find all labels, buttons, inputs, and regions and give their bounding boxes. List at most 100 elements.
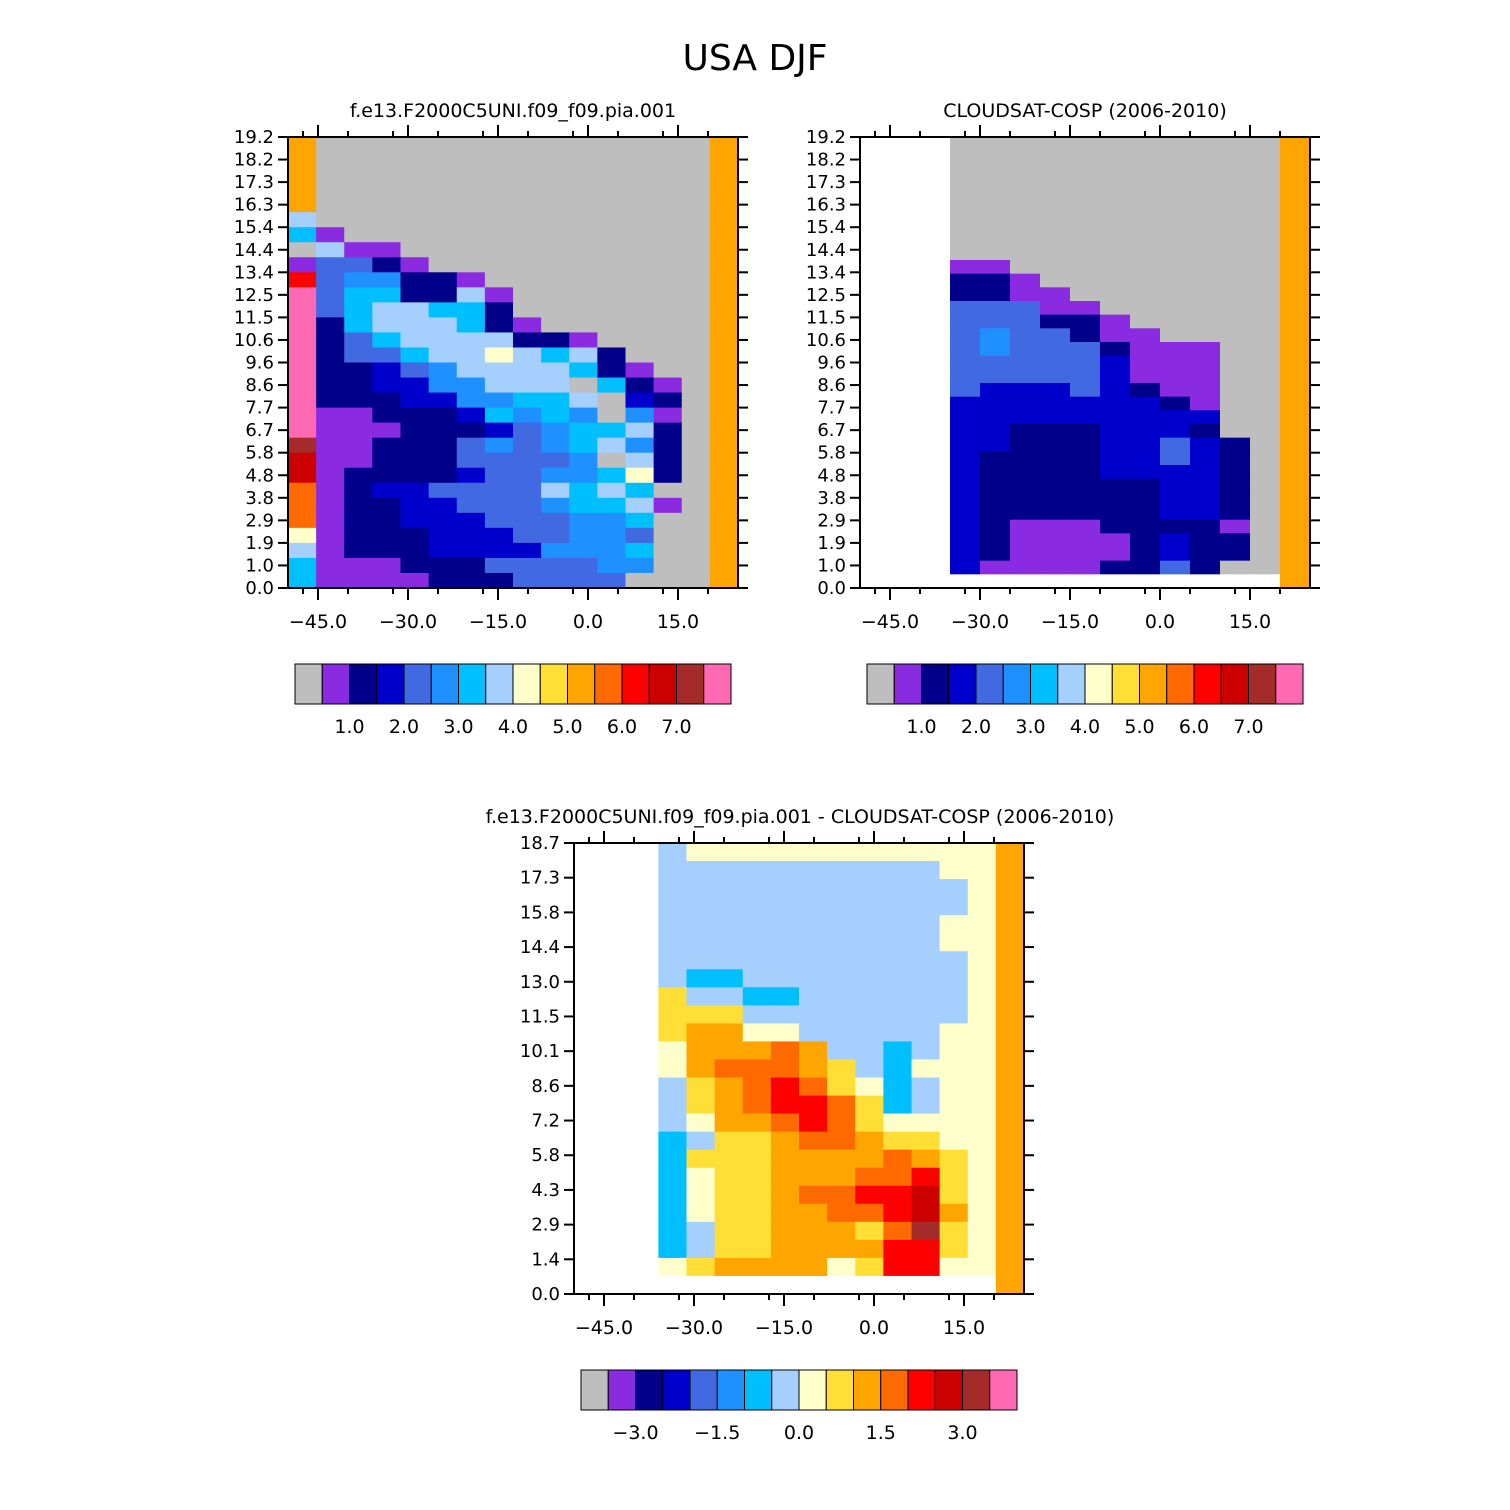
heatmap-cell bbox=[400, 137, 430, 153]
heatmap-cell bbox=[860, 506, 891, 521]
heatmap-cell bbox=[1040, 246, 1071, 261]
heatmap-cell bbox=[709, 452, 739, 469]
x-tick-label: −30.0 bbox=[951, 611, 1009, 633]
y-tick-label: 4.3 bbox=[531, 1180, 560, 1201]
heatmap-cell bbox=[1010, 492, 1041, 507]
heatmap-cell bbox=[1220, 287, 1251, 302]
heatmap-cell bbox=[658, 915, 688, 934]
heatmap-cell bbox=[920, 560, 951, 575]
heatmap-cell bbox=[428, 212, 458, 228]
heatmap-cell bbox=[709, 302, 739, 318]
heatmap-cell bbox=[709, 542, 739, 559]
heatmap-cell bbox=[541, 152, 570, 168]
colorbar-label: 5.0 bbox=[552, 716, 582, 738]
heatmap-cell bbox=[658, 1059, 688, 1079]
heatmap-cell bbox=[484, 317, 514, 334]
heatmap-cell bbox=[742, 1239, 772, 1259]
heatmap-cell bbox=[995, 1023, 1025, 1043]
heatmap-cell bbox=[967, 915, 997, 934]
heatmap-cell bbox=[574, 1005, 603, 1024]
heatmap-cell bbox=[742, 1275, 772, 1295]
heatmap-cell bbox=[980, 533, 1011, 548]
heatmap-cell bbox=[855, 1077, 884, 1097]
colorbar-swatch bbox=[744, 1369, 773, 1411]
heatmap-cell bbox=[658, 1203, 688, 1223]
heatmap-cell bbox=[1010, 437, 1041, 452]
heatmap-cell bbox=[1040, 533, 1071, 548]
heatmap-cell bbox=[1070, 383, 1101, 398]
heatmap-cell bbox=[1220, 533, 1251, 548]
heatmap-cell bbox=[597, 422, 627, 439]
heatmap-cell bbox=[288, 182, 317, 198]
heatmap-cell bbox=[939, 933, 969, 952]
heatmap-cell bbox=[709, 557, 739, 574]
colorbar-swatch bbox=[485, 663, 514, 705]
heatmap-cell bbox=[602, 1113, 631, 1133]
heatmap-cell bbox=[1190, 178, 1221, 193]
heatmap-cell bbox=[980, 314, 1011, 329]
panel-model-title: f.e13.F2000C5UNI.f09_f09.pia.001 bbox=[350, 100, 676, 122]
heatmap-cell bbox=[890, 506, 921, 521]
heatmap-cell bbox=[456, 407, 486, 424]
heatmap-cell bbox=[827, 1221, 856, 1241]
heatmap-cell bbox=[855, 1113, 884, 1133]
heatmap-cell bbox=[967, 987, 997, 1006]
heatmap-cell bbox=[1160, 560, 1191, 575]
heatmap-cell bbox=[995, 1041, 1025, 1061]
heatmap-cell bbox=[1070, 424, 1101, 439]
heatmap-cell bbox=[911, 879, 941, 898]
heatmap-cell bbox=[1010, 355, 1041, 370]
heatmap-cell bbox=[770, 879, 800, 898]
heatmap-cell bbox=[686, 843, 716, 862]
y-tick-label: 13.0 bbox=[520, 972, 560, 993]
colorbar-swatch bbox=[676, 663, 705, 705]
heatmap-cell bbox=[911, 987, 941, 1006]
heatmap-cell bbox=[316, 467, 345, 484]
heatmap-cell bbox=[630, 861, 659, 880]
heatmap-cell bbox=[770, 1077, 800, 1097]
heatmap-cell bbox=[344, 317, 373, 334]
heatmap-cell bbox=[855, 969, 884, 988]
heatmap-cell bbox=[967, 879, 997, 898]
heatmap-cell bbox=[1130, 342, 1161, 357]
heatmap-cell bbox=[400, 317, 430, 334]
heatmap-cell bbox=[799, 1167, 828, 1187]
heatmap-cell bbox=[372, 227, 402, 243]
heatmap-cell bbox=[890, 273, 921, 288]
heatmap-cell bbox=[1130, 478, 1161, 493]
heatmap-cell bbox=[920, 533, 951, 548]
heatmap-cell bbox=[714, 1185, 744, 1205]
heatmap-cell bbox=[484, 407, 514, 424]
heatmap-cell bbox=[428, 182, 458, 198]
heatmap-cell bbox=[890, 219, 921, 234]
heatmap-cell bbox=[344, 197, 373, 213]
heatmap-cell bbox=[1280, 246, 1311, 261]
heatmap-cell bbox=[428, 542, 458, 559]
heatmap-cell bbox=[1160, 506, 1191, 521]
heatmap-cell bbox=[799, 1275, 828, 1295]
heatmap-cell bbox=[1070, 465, 1101, 480]
heatmap-cell bbox=[681, 242, 711, 258]
heatmap-cell bbox=[569, 422, 598, 439]
heatmap-cell bbox=[1280, 492, 1311, 507]
heatmap-cell bbox=[1070, 560, 1101, 575]
heatmap-cell bbox=[1250, 273, 1281, 288]
x-tick-label: −15.0 bbox=[1041, 611, 1099, 633]
heatmap-cell bbox=[1160, 342, 1191, 357]
heatmap-cell bbox=[344, 152, 373, 168]
heatmap-cell bbox=[456, 467, 486, 484]
heatmap-cell bbox=[428, 347, 458, 364]
heatmap-cell bbox=[911, 915, 941, 934]
heatmap-cell bbox=[602, 1041, 631, 1061]
heatmap-cell bbox=[950, 465, 981, 480]
heatmap-cell bbox=[995, 1113, 1025, 1133]
heatmap-cell bbox=[1280, 424, 1311, 439]
heatmap-cell bbox=[890, 424, 921, 439]
heatmap-cell bbox=[288, 257, 317, 273]
heatmap-cell bbox=[950, 273, 981, 288]
heatmap-cell bbox=[855, 987, 884, 1006]
heatmap-cell bbox=[1160, 178, 1191, 193]
heatmap-cell bbox=[569, 272, 598, 288]
heatmap-cell bbox=[658, 1167, 688, 1187]
heatmap-cell bbox=[344, 482, 373, 499]
